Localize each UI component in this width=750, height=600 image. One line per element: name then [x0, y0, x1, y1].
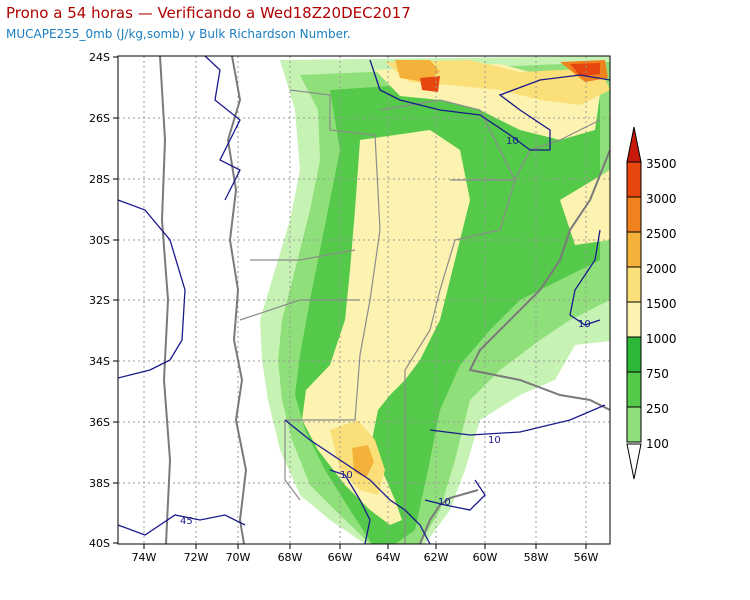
richardson-contours [118, 56, 610, 544]
rio-de-la-plata [419, 489, 479, 544]
province-line-3 [284, 420, 301, 501]
lat-label: 38S [89, 477, 110, 490]
contour-sw [118, 514, 246, 536]
lon-label: 72W [184, 551, 209, 564]
colorbar-label: 3500 [646, 157, 677, 171]
lat-label: 30S [89, 234, 110, 247]
west-coast [159, 56, 172, 544]
contour-label: 10 [340, 470, 353, 481]
contour-center-2 [329, 469, 371, 544]
colorbar-top-arrow [626, 126, 642, 163]
andes-border [226, 56, 248, 544]
colorbar-label: 100 [646, 437, 669, 451]
lat-label: 28S [89, 173, 110, 186]
axis-ticks [113, 56, 587, 549]
colorbar-label: 2000 [646, 262, 677, 276]
colorbar-segment [626, 231, 642, 268]
lat-label: 40S [89, 537, 110, 550]
lat-labels: 24S 26S 28S 30S 32S 34S 36S 38S 40S [89, 51, 110, 550]
colorbar-bottom-arrow [626, 443, 642, 480]
contour-center [284, 419, 431, 544]
province-line-5 [250, 249, 356, 261]
contour-east [429, 404, 606, 436]
colorbar-segment [626, 266, 642, 303]
graticule [118, 56, 610, 544]
colorbar-labels: 3500 3000 2500 2000 1500 1000 750 250 10… [646, 157, 677, 451]
colorbar-segment [626, 371, 642, 408]
colorbar-label: 3000 [646, 192, 677, 206]
contour-labels: 10 10 10 10 10 45 [180, 136, 591, 527]
colorbar-segment [626, 161, 642, 198]
lat-label: 32S [89, 294, 110, 307]
contour-south [424, 479, 486, 511]
borders [159, 56, 610, 544]
colorbar-segment [626, 406, 642, 443]
colorbar-label: 1500 [646, 297, 677, 311]
lat-label: 26S [89, 112, 110, 125]
lon-label: 62W [424, 551, 449, 564]
lon-label: 70W [226, 551, 251, 564]
contour-label: 45 [180, 516, 193, 527]
lon-labels: 74W 72W 70W 68W 66W 64W 62W 60W 58W 56W [132, 551, 599, 564]
lon-label: 66W [328, 551, 353, 564]
lat-label: 34S [89, 355, 110, 368]
contour-north [369, 59, 610, 151]
colorbar-segment [626, 196, 642, 233]
lon-label: 60W [473, 551, 498, 564]
map-field: 10 10 10 10 10 45 [118, 56, 610, 544]
contour-label: 10 [438, 497, 451, 508]
colorbar-label: 750 [646, 367, 669, 381]
province-line-1 [285, 89, 381, 421]
lon-label: 74W [132, 551, 157, 564]
cape-band-2000 [352, 445, 374, 478]
contour-west-2 [204, 56, 241, 201]
cape-band-2000-north [395, 60, 440, 82]
lat-label: 24S [89, 51, 110, 64]
colorbar-label: 2500 [646, 227, 677, 241]
provinces [239, 89, 601, 544]
cape-band-3000 [570, 63, 600, 76]
lat-label: 36S [89, 416, 110, 429]
province-line-2 [379, 99, 516, 544]
lon-label: 68W [278, 551, 303, 564]
contour-east-2 [569, 229, 601, 326]
contour-label: 10 [506, 136, 519, 147]
lon-label: 58W [524, 551, 549, 564]
chart-subtitle: MUCAPE255_0mb (J/kg,somb) y Bulk Richard… [6, 27, 351, 41]
province-line-6 [239, 299, 360, 321]
colorbar-label: 1000 [646, 332, 677, 346]
east-coast [468, 149, 610, 411]
chart-title: Prono a 54 horas — Verificando a Wed18Z2… [6, 4, 411, 22]
lon-label: 64W [376, 551, 401, 564]
cape-band-3000-b [420, 76, 440, 92]
colorbar-label: 250 [646, 402, 669, 416]
colorbar: 3500 3000 2500 2000 1500 1000 750 250 10… [626, 126, 677, 480]
contour-west [118, 199, 186, 379]
colorbar-segment [626, 336, 642, 373]
contour-label: 10 [578, 319, 591, 330]
colorbar-segment [626, 301, 642, 338]
colorbar-segments [626, 161, 642, 443]
lon-label: 56W [574, 551, 599, 564]
contour-label: 10 [488, 435, 501, 446]
cape-band-1500-north [385, 60, 610, 105]
